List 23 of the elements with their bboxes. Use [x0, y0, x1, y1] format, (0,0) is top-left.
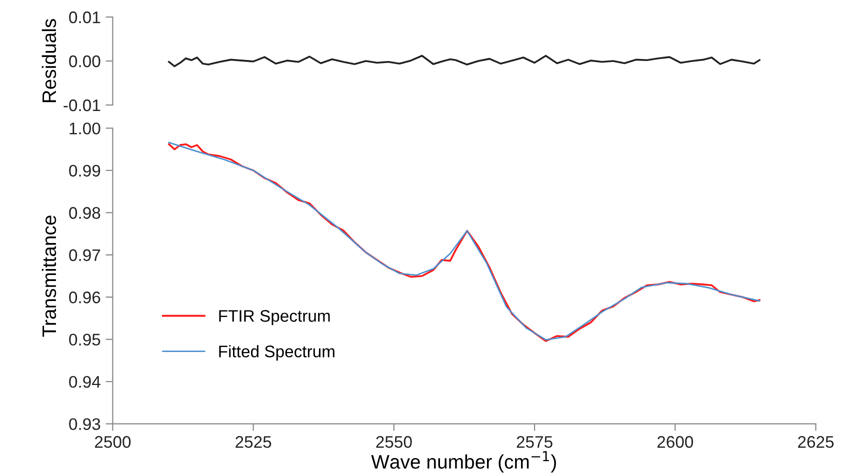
y-tick-label: 0.96 — [69, 292, 100, 304]
y-axis-title: Transmittance — [42, 216, 56, 337]
y-tick-label: 0.98 — [69, 207, 100, 219]
x-tick-label: 2575 — [516, 436, 552, 448]
x-tick-label: 2500 — [94, 436, 131, 448]
x-tick-label: 2600 — [657, 436, 694, 448]
x-tick-label: 2625 — [798, 436, 834, 448]
y-tick-label: 0.93 — [69, 418, 100, 430]
legend-label: FTIR Spectrum — [219, 310, 330, 326]
y-tick-label: 0.99 — [69, 164, 100, 177]
y-tick-label: 0.00 — [69, 55, 100, 68]
x-tick-label: 2550 — [376, 436, 412, 448]
legend-label: Fitted Spectrum — [219, 345, 334, 361]
x-tick-label: 2525 — [236, 436, 272, 448]
y-tick-label: 0.95 — [69, 334, 100, 346]
y-axis-title: Residuals — [42, 19, 56, 102]
y-tick-label: -0.01 — [64, 99, 100, 112]
y-tick-label: 0.97 — [69, 249, 100, 262]
y-tick-label: 0.01 — [69, 11, 100, 24]
x-axis-title: Wave number (cm$^{−1}$) — [371, 451, 556, 473]
line-series — [168, 54, 760, 68]
y-tick-label: 0.94 — [69, 376, 100, 388]
y-tick-label: 1.00 — [70, 122, 100, 134]
